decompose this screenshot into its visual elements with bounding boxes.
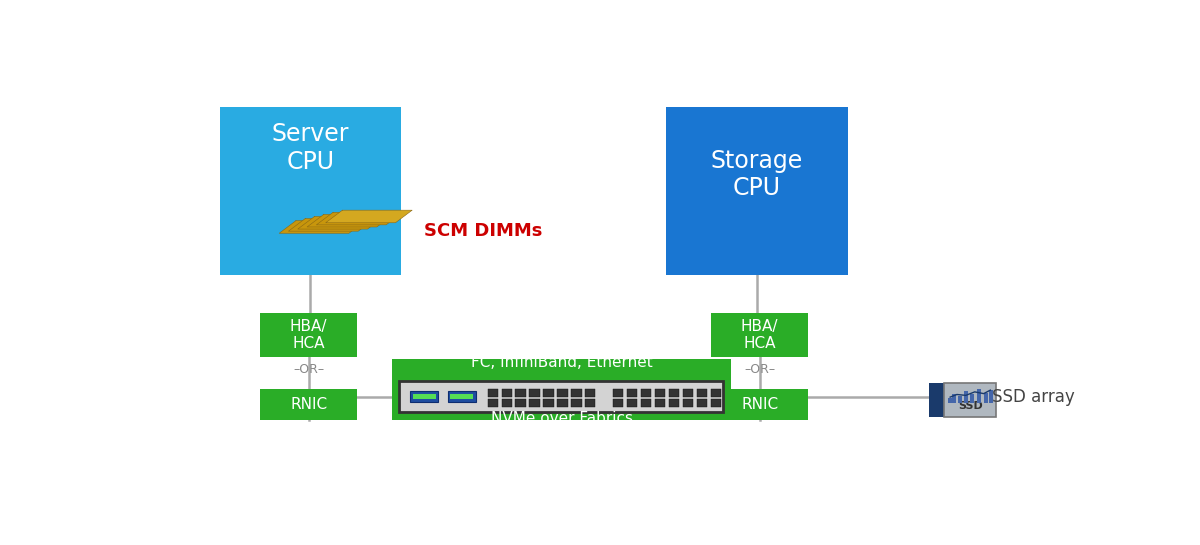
Text: Storage
CPU: Storage CPU bbox=[710, 149, 803, 201]
FancyBboxPatch shape bbox=[683, 389, 694, 397]
FancyBboxPatch shape bbox=[220, 107, 401, 275]
FancyBboxPatch shape bbox=[544, 399, 553, 408]
FancyBboxPatch shape bbox=[613, 399, 623, 408]
Polygon shape bbox=[298, 216, 384, 229]
Text: RNIC: RNIC bbox=[290, 397, 328, 412]
FancyBboxPatch shape bbox=[586, 389, 595, 397]
Text: HBA/
HCA: HBA/ HCA bbox=[740, 319, 779, 351]
FancyBboxPatch shape bbox=[391, 359, 731, 420]
FancyBboxPatch shape bbox=[641, 389, 652, 397]
Text: HBA/
HCA: HBA/ HCA bbox=[290, 319, 328, 351]
Text: FC, InfiniBand, Ethernet: FC, InfiniBand, Ethernet bbox=[470, 355, 653, 370]
FancyBboxPatch shape bbox=[413, 395, 436, 398]
FancyBboxPatch shape bbox=[971, 395, 974, 403]
FancyBboxPatch shape bbox=[410, 391, 438, 402]
Text: NVMe over Fabrics: NVMe over Fabrics bbox=[491, 411, 632, 426]
FancyBboxPatch shape bbox=[557, 399, 568, 408]
Text: SSD array: SSD array bbox=[991, 388, 1074, 406]
FancyBboxPatch shape bbox=[502, 399, 511, 408]
FancyBboxPatch shape bbox=[641, 399, 652, 408]
FancyBboxPatch shape bbox=[668, 399, 679, 408]
FancyBboxPatch shape bbox=[628, 389, 637, 397]
FancyBboxPatch shape bbox=[448, 391, 475, 402]
Text: SSD: SSD bbox=[958, 401, 983, 410]
FancyBboxPatch shape bbox=[964, 391, 967, 403]
Text: RNIC: RNIC bbox=[742, 397, 778, 412]
FancyBboxPatch shape bbox=[516, 399, 526, 408]
FancyBboxPatch shape bbox=[571, 399, 582, 408]
FancyBboxPatch shape bbox=[655, 399, 665, 408]
FancyBboxPatch shape bbox=[557, 389, 568, 397]
FancyBboxPatch shape bbox=[697, 389, 707, 397]
Text: –OR–: –OR– bbox=[744, 363, 775, 376]
FancyBboxPatch shape bbox=[710, 313, 809, 357]
FancyBboxPatch shape bbox=[450, 395, 473, 398]
FancyBboxPatch shape bbox=[710, 389, 721, 397]
FancyBboxPatch shape bbox=[989, 390, 994, 403]
FancyBboxPatch shape bbox=[529, 389, 540, 397]
FancyBboxPatch shape bbox=[400, 382, 722, 411]
FancyBboxPatch shape bbox=[929, 383, 944, 416]
FancyBboxPatch shape bbox=[259, 389, 358, 420]
FancyBboxPatch shape bbox=[259, 313, 358, 357]
FancyBboxPatch shape bbox=[984, 393, 988, 403]
FancyBboxPatch shape bbox=[683, 399, 694, 408]
FancyBboxPatch shape bbox=[586, 399, 595, 408]
FancyBboxPatch shape bbox=[655, 389, 665, 397]
Polygon shape bbox=[288, 219, 374, 231]
FancyBboxPatch shape bbox=[697, 399, 707, 408]
FancyBboxPatch shape bbox=[958, 396, 961, 403]
FancyBboxPatch shape bbox=[487, 399, 498, 408]
FancyBboxPatch shape bbox=[668, 389, 679, 397]
FancyBboxPatch shape bbox=[628, 399, 637, 408]
Polygon shape bbox=[317, 212, 403, 225]
FancyBboxPatch shape bbox=[613, 389, 623, 397]
FancyBboxPatch shape bbox=[710, 399, 721, 408]
FancyBboxPatch shape bbox=[502, 389, 511, 397]
FancyBboxPatch shape bbox=[571, 389, 582, 397]
Polygon shape bbox=[280, 221, 366, 233]
FancyBboxPatch shape bbox=[953, 393, 956, 403]
FancyBboxPatch shape bbox=[529, 399, 540, 408]
FancyBboxPatch shape bbox=[948, 398, 952, 403]
FancyBboxPatch shape bbox=[977, 389, 980, 403]
FancyBboxPatch shape bbox=[710, 389, 809, 420]
Text: SCM DIMMs: SCM DIMMs bbox=[425, 222, 542, 240]
FancyBboxPatch shape bbox=[944, 383, 996, 416]
Polygon shape bbox=[307, 214, 394, 227]
FancyBboxPatch shape bbox=[666, 107, 847, 275]
FancyBboxPatch shape bbox=[487, 389, 498, 397]
Text: –OR–: –OR– bbox=[293, 363, 324, 376]
FancyBboxPatch shape bbox=[544, 389, 553, 397]
Text: Server
CPU: Server CPU bbox=[271, 122, 349, 173]
FancyBboxPatch shape bbox=[516, 389, 526, 397]
Polygon shape bbox=[325, 210, 412, 223]
